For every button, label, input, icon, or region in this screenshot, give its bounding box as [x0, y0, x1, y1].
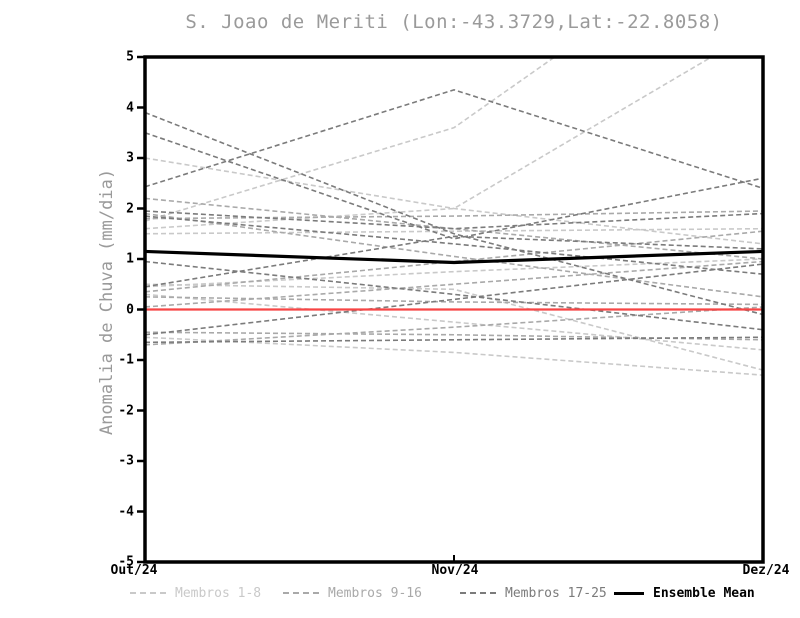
member-line	[145, 131, 763, 240]
member-line	[145, 336, 763, 344]
legend-item-membros-17-25: Membros 17-25	[460, 585, 607, 601]
y-tick-label: -3	[118, 453, 134, 469]
member-line	[145, 57, 714, 230]
y-tick-label: 2	[126, 201, 134, 216]
y-tick-label: -1	[118, 352, 134, 368]
member-line	[145, 210, 763, 230]
dashed-line-swatch	[460, 592, 496, 594]
member-line	[145, 88, 763, 190]
legend-label: Ensemble Mean	[653, 585, 755, 601]
member-line	[145, 210, 763, 220]
member-line	[145, 197, 763, 260]
x-tick-label: Out/24	[110, 563, 158, 578]
member-line	[145, 283, 763, 371]
y-tick-label: -4	[118, 504, 134, 519]
member-line	[145, 263, 763, 336]
dashed-line-swatch	[130, 592, 166, 594]
y-tick-label: 4	[126, 100, 134, 115]
member-line	[145, 336, 763, 376]
member-line	[145, 111, 763, 316]
solid-line-swatch	[614, 591, 644, 595]
member-line	[145, 227, 763, 235]
y-tick-label: -5	[118, 554, 134, 570]
dashed-line-swatch	[283, 592, 319, 594]
chart-title: S. Joao de Meriti (Lon:-43.3729,Lat:-22.…	[185, 11, 723, 33]
member-line	[145, 260, 763, 308]
y-tick-label: 0	[126, 302, 134, 317]
member-line	[145, 296, 763, 306]
member-line	[145, 258, 763, 288]
legend: Membros 1-8 Membros 9-16 Membros 17-25 E…	[0, 585, 800, 603]
legend-item-ensemble-mean: Ensemble Mean	[614, 585, 755, 601]
member-line	[145, 260, 763, 331]
x-tick-label: Nov/24	[431, 563, 479, 578]
y-tick-label: -2	[118, 403, 134, 418]
member-line	[145, 306, 763, 346]
legend-label: Membros 9-16	[328, 585, 422, 601]
x-tick-label: Dez/24	[742, 563, 790, 578]
legend-label: Membros 17-25	[505, 585, 607, 601]
legend-item-membros-9-16: Membros 9-16	[283, 585, 422, 601]
y-tick-label: 3	[126, 150, 134, 166]
legend-item-membros-1-8: Membros 1-8	[130, 585, 261, 601]
y-tick-label: 5	[126, 49, 134, 65]
member-line	[145, 235, 763, 288]
y-tick-label: 1	[126, 251, 134, 267]
member-line	[145, 157, 763, 245]
member-line	[145, 331, 763, 341]
ensemble-mean-line	[145, 249, 763, 265]
member-line	[145, 57, 556, 222]
legend-label: Membros 1-8	[175, 585, 262, 601]
